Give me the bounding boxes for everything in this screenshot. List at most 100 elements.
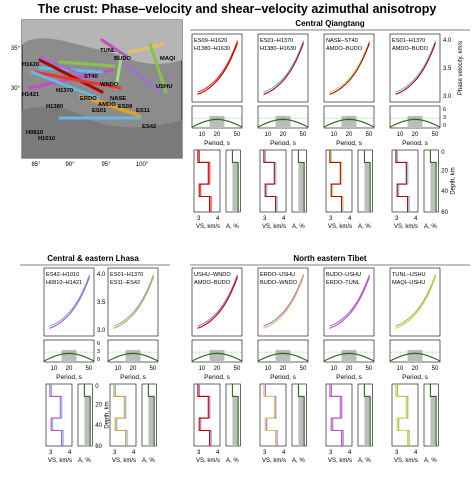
phase-velocity-curve xyxy=(263,274,305,327)
phase-velocity-curve xyxy=(329,274,371,327)
phase-velocity-curve xyxy=(197,274,239,327)
phase-velocity-curve xyxy=(197,40,239,93)
aniso-bar xyxy=(232,162,239,212)
vs-tick: 3 xyxy=(113,450,117,456)
vs-tick: 4 xyxy=(414,216,418,222)
legend-entry: ES09–H1620 xyxy=(194,38,227,44)
aniso-label: A, % xyxy=(226,458,239,464)
legend-entry: MAQI–USHU xyxy=(392,280,425,286)
legend-entry: H1380–H1630 xyxy=(260,46,296,52)
vs-label: VS, km/s xyxy=(196,458,220,464)
aniso-label: A, % xyxy=(424,224,437,230)
legend-entry: AMDO–BUDO xyxy=(326,46,363,52)
map-x-tick: 100° xyxy=(136,162,149,168)
vs-tick: 3 xyxy=(263,450,267,456)
depth-label: Depth, km xyxy=(104,401,110,428)
map-path-line xyxy=(114,50,124,90)
depth-tick: 0 xyxy=(441,150,445,156)
map-path-line xyxy=(58,60,116,68)
map-path-line xyxy=(128,42,166,54)
period-tick: 10 xyxy=(115,366,122,372)
period-label: Period, s xyxy=(336,374,362,381)
period-tick: 20 xyxy=(346,366,353,372)
aniso-label: A, % xyxy=(78,458,91,464)
diff-shaded-range xyxy=(275,349,291,362)
map-station-label: H1010 xyxy=(38,136,55,142)
vs-tick: 4 xyxy=(348,450,352,456)
period-tick: 20 xyxy=(412,366,419,372)
phase-velocity-curve xyxy=(263,276,305,329)
map-path-line xyxy=(100,38,128,58)
legend-entry: BUDO–WNDO xyxy=(260,280,298,286)
diff-curve xyxy=(257,118,309,128)
phase-velocity-tick: 4.0 xyxy=(443,38,452,44)
aniso-profile xyxy=(429,150,437,212)
vs-tick: 4 xyxy=(414,450,418,456)
vs-tick: 3 xyxy=(49,450,53,456)
panel: ES01–H1370 ES11–ES42 10 20 50 Period, s 3 4 VS, … xyxy=(107,267,159,464)
panel: ES01–H1370 AMDO–BUDO 3.0 3.5 4.0 Phase veloci… xyxy=(389,33,464,230)
aniso-label: A, % xyxy=(358,458,371,464)
diff-shaded-range xyxy=(407,115,423,128)
aniso-bar xyxy=(430,162,437,212)
diff-curve xyxy=(191,352,243,362)
vs-profile xyxy=(263,384,277,446)
aniso-label: A, % xyxy=(292,458,305,464)
region-title-central-qiangtang: Central Qiangtang xyxy=(295,19,364,28)
diff-tick: 3 xyxy=(97,349,100,355)
period-label: Period, s xyxy=(336,140,362,147)
legend-entry: ERDO–USHU xyxy=(260,272,295,278)
map-station-label: H1620 xyxy=(22,62,39,68)
vs-tick: 3 xyxy=(329,450,333,456)
map-station-label: NASE xyxy=(110,96,126,102)
panel: NASE–ST40 AMDO–BUDO 10 20 50 Period, s 3 4 VS, k… xyxy=(323,33,375,230)
phase-velocity-curve xyxy=(395,276,437,329)
aniso-profile xyxy=(147,384,155,446)
aniso-label: A, % xyxy=(142,458,155,464)
map-station-label: AMDO xyxy=(98,102,116,108)
map-path-line xyxy=(38,58,104,94)
diff-tick: 3 xyxy=(443,115,446,121)
map-station-label: H1370 xyxy=(56,88,73,94)
period-tick: 50 xyxy=(366,366,373,372)
vs-profile xyxy=(263,150,277,212)
legend-entry: AMDO–BUDO xyxy=(194,280,231,286)
phase-velocity-tick: 4.0 xyxy=(97,272,106,278)
map-x-tick: 90° xyxy=(65,162,75,168)
period-label: Period, s xyxy=(204,374,230,381)
panel: TUNL–USHU MAQI–USHU 10 20 50 Period, s 3 4 VS, k… xyxy=(389,267,441,464)
aniso-profile xyxy=(363,150,371,212)
diff-curve xyxy=(257,352,309,362)
period-tick: 50 xyxy=(86,366,93,372)
period-tick: 20 xyxy=(280,132,287,138)
aniso-label: A, % xyxy=(424,458,437,464)
vs-tick: 3 xyxy=(395,450,399,456)
phase-velocity-curve xyxy=(113,274,155,327)
depth-label: Depth, km xyxy=(450,167,456,194)
vs-tick: 3 xyxy=(329,216,333,222)
map-path-line xyxy=(148,42,168,94)
vs-profile xyxy=(329,384,343,446)
diff-shaded-range xyxy=(275,115,291,128)
depth-tick: 20 xyxy=(441,168,448,174)
period-tick: 50 xyxy=(300,366,307,372)
legend-entry: ES01–H1370 xyxy=(392,38,425,44)
phase-velocity-curve xyxy=(395,274,437,327)
aniso-profile xyxy=(429,384,437,446)
aniso-bar xyxy=(148,396,155,446)
phase-velocity-tick: 3.5 xyxy=(443,66,452,72)
map-path-line xyxy=(30,70,100,100)
period-tick: 10 xyxy=(199,132,206,138)
map-x-tick: 85° xyxy=(31,162,41,168)
vs-profile xyxy=(197,150,211,212)
phase-velocity-curve xyxy=(263,40,305,93)
map-station-label: ES42 xyxy=(142,124,156,130)
period-tick: 50 xyxy=(432,366,439,372)
period-label: Period, s xyxy=(120,374,146,381)
map-station-label: ES11 xyxy=(136,108,151,114)
diff-tick: 0 xyxy=(97,357,100,363)
phase-velocity-curve xyxy=(395,40,437,93)
map-station-label: H0810 xyxy=(26,130,43,136)
